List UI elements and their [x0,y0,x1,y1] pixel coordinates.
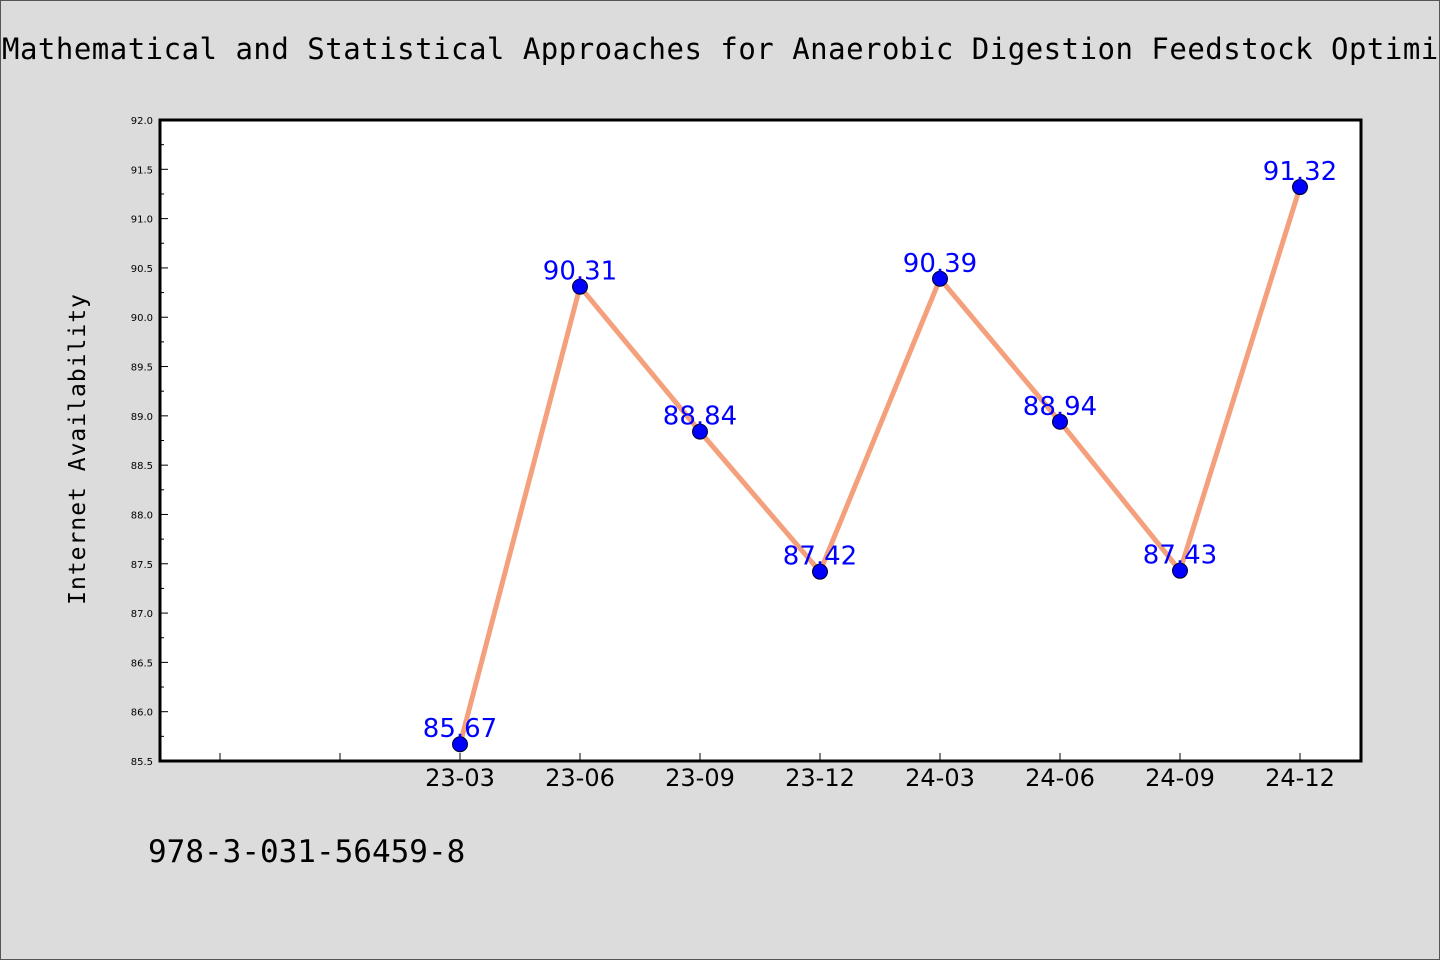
data-point [692,423,708,440]
y-tick-label: 90.0 [131,313,153,324]
x-axis: 23-03 23-06 23-09 23-12 24-03 24-06 24-09 24-12 [219,753,1335,792]
chart-title: Mathematical and Statistical Approaches … [2,32,1438,66]
plot-area [158,118,1363,763]
data-points [452,179,1308,753]
series-line [457,186,1303,745]
data-point [1292,179,1308,196]
y-tick-label: 86.5 [131,658,153,669]
y-tick-label: 87.0 [131,609,153,620]
data-label: 88.84 [663,402,737,432]
y-tick-label: 85.5 [131,757,153,768]
x-tick-label: 23-09 [665,764,735,792]
y-tick-label: 88.5 [131,461,153,472]
x-tick-label: 24-09 [1145,764,1215,792]
y-tick-label: 92.0 [131,116,153,127]
series-line-group [457,186,1303,745]
data-point [1172,562,1188,579]
data-labels: 85.67 90.31 88.84 87.42 90.39 88.94 87.43 91.32 [423,157,1337,744]
data-point [1052,413,1068,430]
data-point [932,270,948,287]
data-point [452,736,468,753]
isbn-footnote: 978-3-031-56459-8 [148,834,466,870]
data-label: 87.42 [783,542,857,572]
data-label: 91.32 [1263,157,1337,187]
data-point [572,278,588,295]
y-axis: 85.5 86.0 86.5 87.0 87.5 88.0 88.5 89.0 89.5 90.0… [131,116,168,768]
y-tick-label: 90.5 [131,264,153,275]
x-tick-label: 24-06 [1025,764,1095,792]
x-tick-label: 24-03 [905,764,975,792]
y-tick-label: 88.0 [131,510,153,521]
x-tick-label: 24-12 [1265,764,1335,792]
data-label: 87.43 [1143,541,1217,571]
x-tick-label: 23-12 [785,764,855,792]
x-tick-label: 23-03 [425,764,495,792]
data-label: 85.67 [423,714,497,744]
y-tick-label: 86.0 [131,708,153,719]
y-tick-label: 91.5 [131,165,153,176]
data-point [812,563,828,580]
data-label: 88.94 [1023,392,1097,422]
data-label: 90.31 [543,257,617,287]
y-tick-label: 91.0 [131,215,153,226]
y-axis-label: Internet Availability [65,293,91,605]
x-tick-label: 23-06 [545,764,615,792]
y-tick-label: 89.0 [131,412,153,423]
data-label: 90.39 [903,249,977,279]
y-tick-label: 89.5 [131,363,153,374]
y-tick-label: 87.5 [131,560,153,571]
